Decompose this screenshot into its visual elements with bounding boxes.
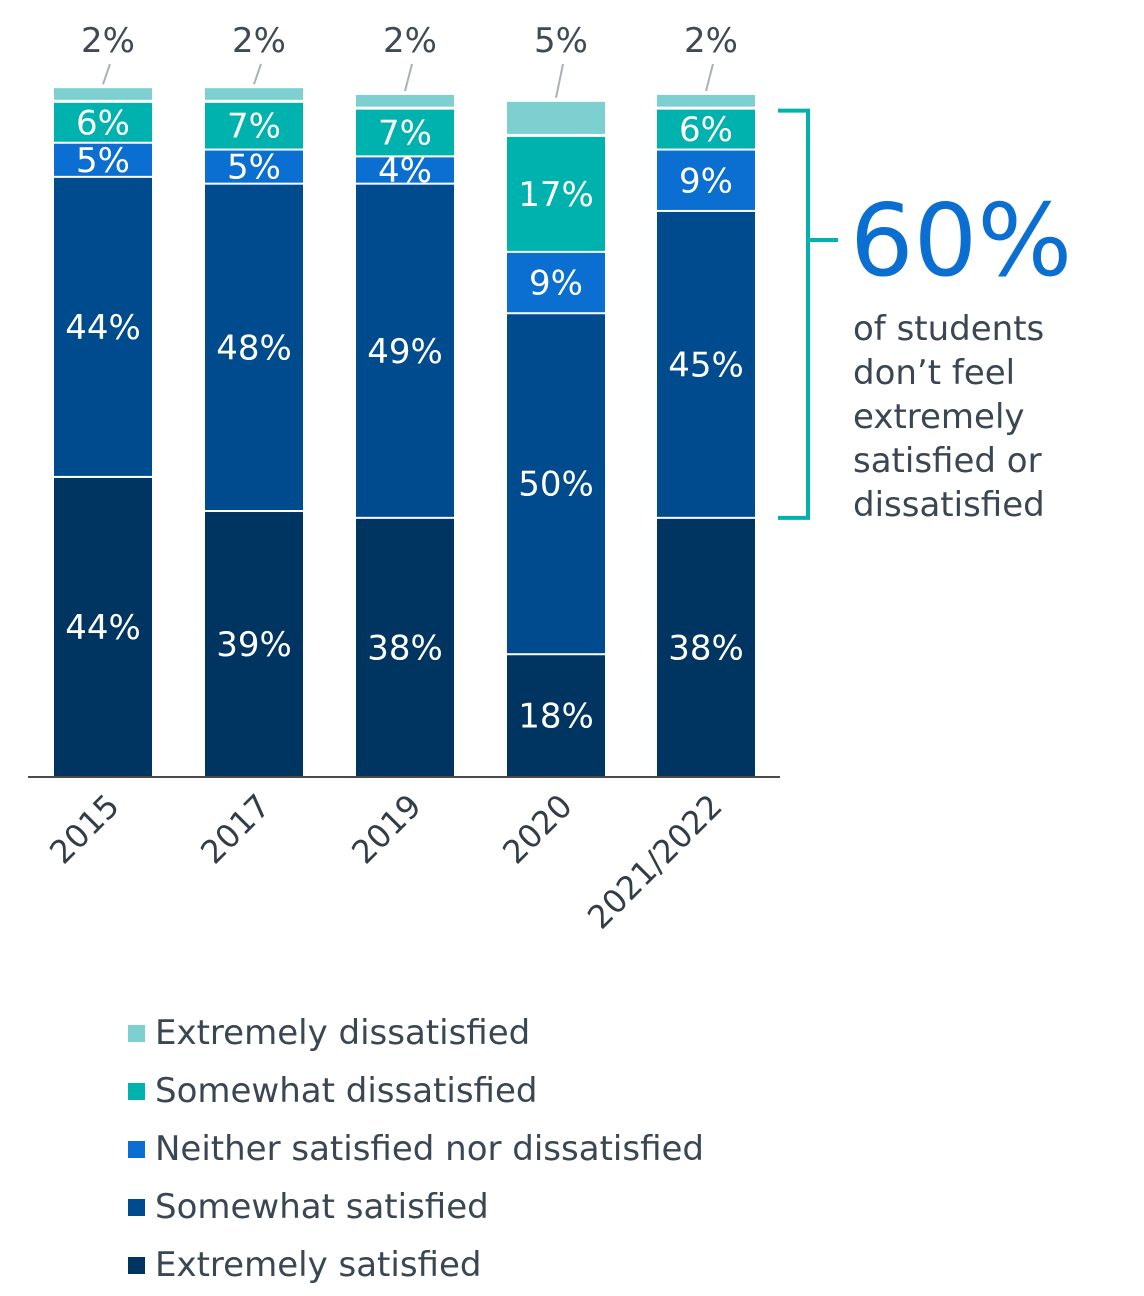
- callout-text-line: extremely: [853, 397, 1025, 437]
- bar-segment: [205, 150, 303, 183]
- segment-value-label: 5%: [227, 148, 281, 188]
- stacked-bar-chart: 44%44%5%6%2%39%48%5%7%2%38%49%4%7%2%18%5…: [28, 21, 1072, 937]
- segment-value-label: 5%: [76, 141, 130, 181]
- bar-segment: [356, 518, 454, 777]
- legend: Extremely dissatisfied Somewhat dissatisf…: [128, 1004, 704, 1294]
- legend-swatch: [128, 1198, 145, 1216]
- segment-value-label: 9%: [679, 161, 733, 201]
- x-tick-label: 2015: [42, 787, 126, 871]
- bar-segment: [356, 95, 454, 107]
- bar-segment: [205, 184, 303, 511]
- bar-segment: [54, 102, 152, 142]
- callout-value: 60%: [850, 182, 1072, 299]
- legend-label: Somewhat dissatisfied: [155, 1071, 538, 1111]
- x-tick-label: 2017: [193, 787, 277, 871]
- legend-item: Extremely dissatisfied: [128, 1004, 704, 1062]
- bar-segment: [657, 150, 755, 210]
- bar-segment: [54, 143, 152, 176]
- x-tick-label: 2019: [344, 787, 428, 871]
- segment-value-label: 39%: [216, 625, 292, 665]
- segment-value-label: 50%: [518, 465, 594, 505]
- segment-value-label: 5%: [534, 21, 588, 61]
- bar-segment: [507, 136, 605, 251]
- segment-value-label: 38%: [367, 628, 443, 668]
- bar-segment: [205, 102, 303, 149]
- segment-value-label: 7%: [227, 107, 281, 147]
- legend-item: Neither satisfied nor dissatisfied: [128, 1120, 704, 1178]
- callout-text-line: dissatisfied: [853, 485, 1045, 525]
- segment-labels-group: 44%44%5%6%2%39%48%5%7%2%38%49%4%7%2%18%5…: [65, 21, 744, 737]
- leader-line: [404, 63, 413, 92]
- segment-value-label: 9%: [529, 264, 583, 304]
- bars-group: [54, 88, 755, 777]
- legend-swatch: [128, 1082, 145, 1100]
- x-tick-label: 2020: [495, 787, 579, 871]
- bar-segment: [657, 109, 755, 149]
- segment-value-label: 38%: [668, 628, 744, 668]
- x-tick-label: 2021/2022: [580, 787, 730, 937]
- bar-segment: [205, 512, 303, 777]
- legend-label: Extremely satisfied: [155, 1245, 482, 1285]
- leader-line: [555, 63, 564, 99]
- bar-segment: [657, 211, 755, 517]
- callout-text-line: satisfied or: [853, 441, 1042, 481]
- segment-value-label: 44%: [65, 308, 141, 348]
- segment-value-label: 2%: [383, 21, 437, 61]
- bar-segment: [54, 477, 152, 777]
- bar-segment: [205, 88, 303, 100]
- segment-value-label: 6%: [76, 103, 130, 143]
- legend-item: Somewhat satisfied: [128, 1178, 704, 1236]
- segment-value-label: 7%: [378, 114, 432, 154]
- legend-item: Extremely satisfied: [128, 1236, 704, 1294]
- x-axis-ticks-group: 2015 2017 2019 2020 2021/2022: [42, 787, 729, 937]
- bar-segment: [356, 157, 454, 183]
- leader-line: [705, 63, 714, 92]
- segment-value-label: 2%: [232, 21, 286, 61]
- bar-segment: [507, 655, 605, 777]
- legend-swatch: [128, 1024, 145, 1042]
- bar-segment: [356, 184, 454, 517]
- segment-value-label: 48%: [216, 328, 292, 368]
- leader-line: [253, 63, 262, 85]
- legend-label: Neither satisfied nor dissatisfied: [155, 1129, 704, 1169]
- segment-value-label: 45%: [668, 345, 744, 385]
- leader-line: [102, 63, 111, 85]
- legend-swatch: [128, 1140, 145, 1158]
- segment-value-label: 18%: [518, 697, 594, 737]
- bar-segment: [507, 314, 605, 654]
- bar-segment: [54, 88, 152, 100]
- segment-value-label: 2%: [81, 21, 135, 61]
- legend-item: Somewhat dissatisfied: [128, 1062, 704, 1120]
- callout-text-line: don’t feel: [853, 353, 1015, 393]
- segment-value-label: 2%: [684, 21, 738, 61]
- legend-label: Extremely dissatisfied: [155, 1013, 531, 1053]
- bar-segment: [54, 177, 152, 476]
- callout-text-line: of students: [853, 309, 1044, 349]
- bar-segment: [507, 252, 605, 313]
- segment-value-label: 17%: [518, 175, 594, 215]
- legend-swatch: [128, 1256, 145, 1274]
- legend-label: Somewhat satisfied: [155, 1187, 489, 1227]
- bar-segment: [657, 95, 755, 107]
- segment-value-label: 44%: [65, 608, 141, 648]
- bar-segment: [507, 101, 605, 134]
- segment-value-label: 6%: [679, 110, 733, 150]
- callout-bracket: [778, 108, 838, 520]
- segment-value-label: 49%: [367, 332, 443, 372]
- segment-value-label: 4%: [378, 151, 432, 191]
- bar-segment: [657, 518, 755, 777]
- bar-segment: [356, 109, 454, 156]
